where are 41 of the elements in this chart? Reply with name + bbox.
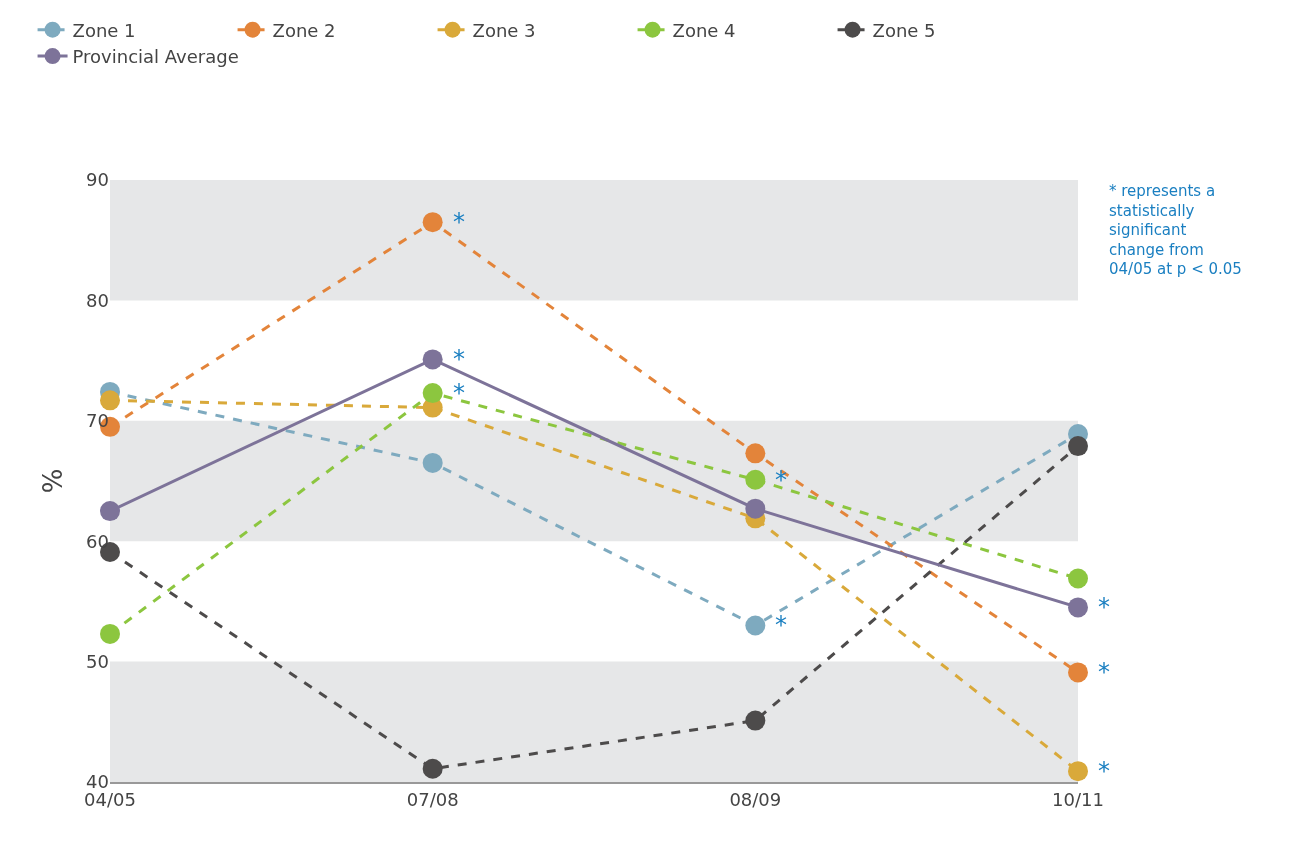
annotation: * [775, 466, 787, 494]
point [745, 443, 766, 464]
x-tick-label: 07/08 [406, 788, 459, 810]
annotation: * [775, 611, 787, 639]
point [745, 469, 766, 490]
point [745, 710, 766, 731]
annotation: * [453, 345, 465, 373]
point [100, 501, 120, 522]
annotation: * [1098, 757, 1110, 785]
point [422, 758, 443, 779]
point [745, 498, 766, 519]
point [1068, 662, 1088, 683]
legend-label: Zone 2 [272, 19, 336, 41]
annotation: * [453, 208, 465, 236]
x-tick-label: 08/09 [729, 788, 782, 810]
y-axis-title: % [38, 468, 69, 494]
legend-label: Zone 5 [872, 19, 936, 41]
annotation: * [1098, 658, 1110, 686]
legend-label: Provincial Average [72, 46, 239, 68]
y-tick-label: 90 [86, 169, 109, 191]
y-tick-label: 80 [86, 289, 109, 311]
point [422, 383, 443, 404]
point [1068, 597, 1088, 618]
point [422, 349, 443, 370]
point [422, 212, 443, 233]
y-tick-label: 50 [86, 650, 109, 672]
point [745, 615, 766, 636]
point [1068, 436, 1088, 457]
point [1068, 568, 1088, 589]
point [422, 452, 443, 473]
annotation: * [1098, 593, 1110, 621]
point [100, 390, 120, 411]
point [1068, 761, 1088, 782]
text: * represents a statistically significant change from 04/05 at p < 0.05 [1109, 182, 1242, 278]
legend-label: Zone 3 [472, 19, 536, 41]
x-tick-label: 10/11 [1052, 788, 1104, 810]
y-tick-label: 60 [86, 530, 109, 552]
legend-label: Zone 4 [672, 19, 736, 41]
point [100, 623, 120, 644]
legend-label: Zone 1 [72, 19, 136, 41]
annotation: * [453, 379, 465, 407]
